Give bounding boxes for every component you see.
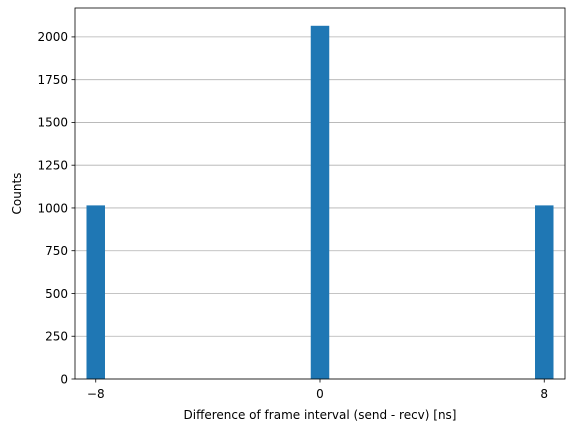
x-tick-label-2: 8 [540, 387, 548, 401]
y-axis-label: Counts [10, 173, 24, 215]
y-tick-label-7: 1750 [37, 73, 68, 87]
y-tick-label-6: 1500 [37, 116, 68, 130]
bar-0 [86, 205, 105, 379]
x-tick-label-0: −8 [87, 387, 105, 401]
y-tick-label-8: 2000 [37, 30, 68, 44]
y-axis-ticks: 0 250 500 750 1000 1250 1500 1750 2000 [37, 30, 75, 386]
y-tick-label-5: 1250 [37, 158, 68, 172]
x-axis-label: Difference of frame interval (send - rec… [184, 408, 457, 422]
y-tick-label-0: 0 [60, 372, 68, 386]
x-axis-ticks: −8 0 8 [87, 379, 548, 401]
y-tick-label-2: 500 [45, 287, 68, 301]
x-tick-label-1: 0 [316, 387, 324, 401]
y-tick-label-3: 750 [45, 244, 68, 258]
y-tick-label-4: 1000 [37, 201, 68, 215]
y-tick-label-1: 250 [45, 330, 68, 344]
bars [86, 25, 554, 379]
bar-1 [310, 25, 330, 379]
bar-2 [535, 205, 554, 379]
